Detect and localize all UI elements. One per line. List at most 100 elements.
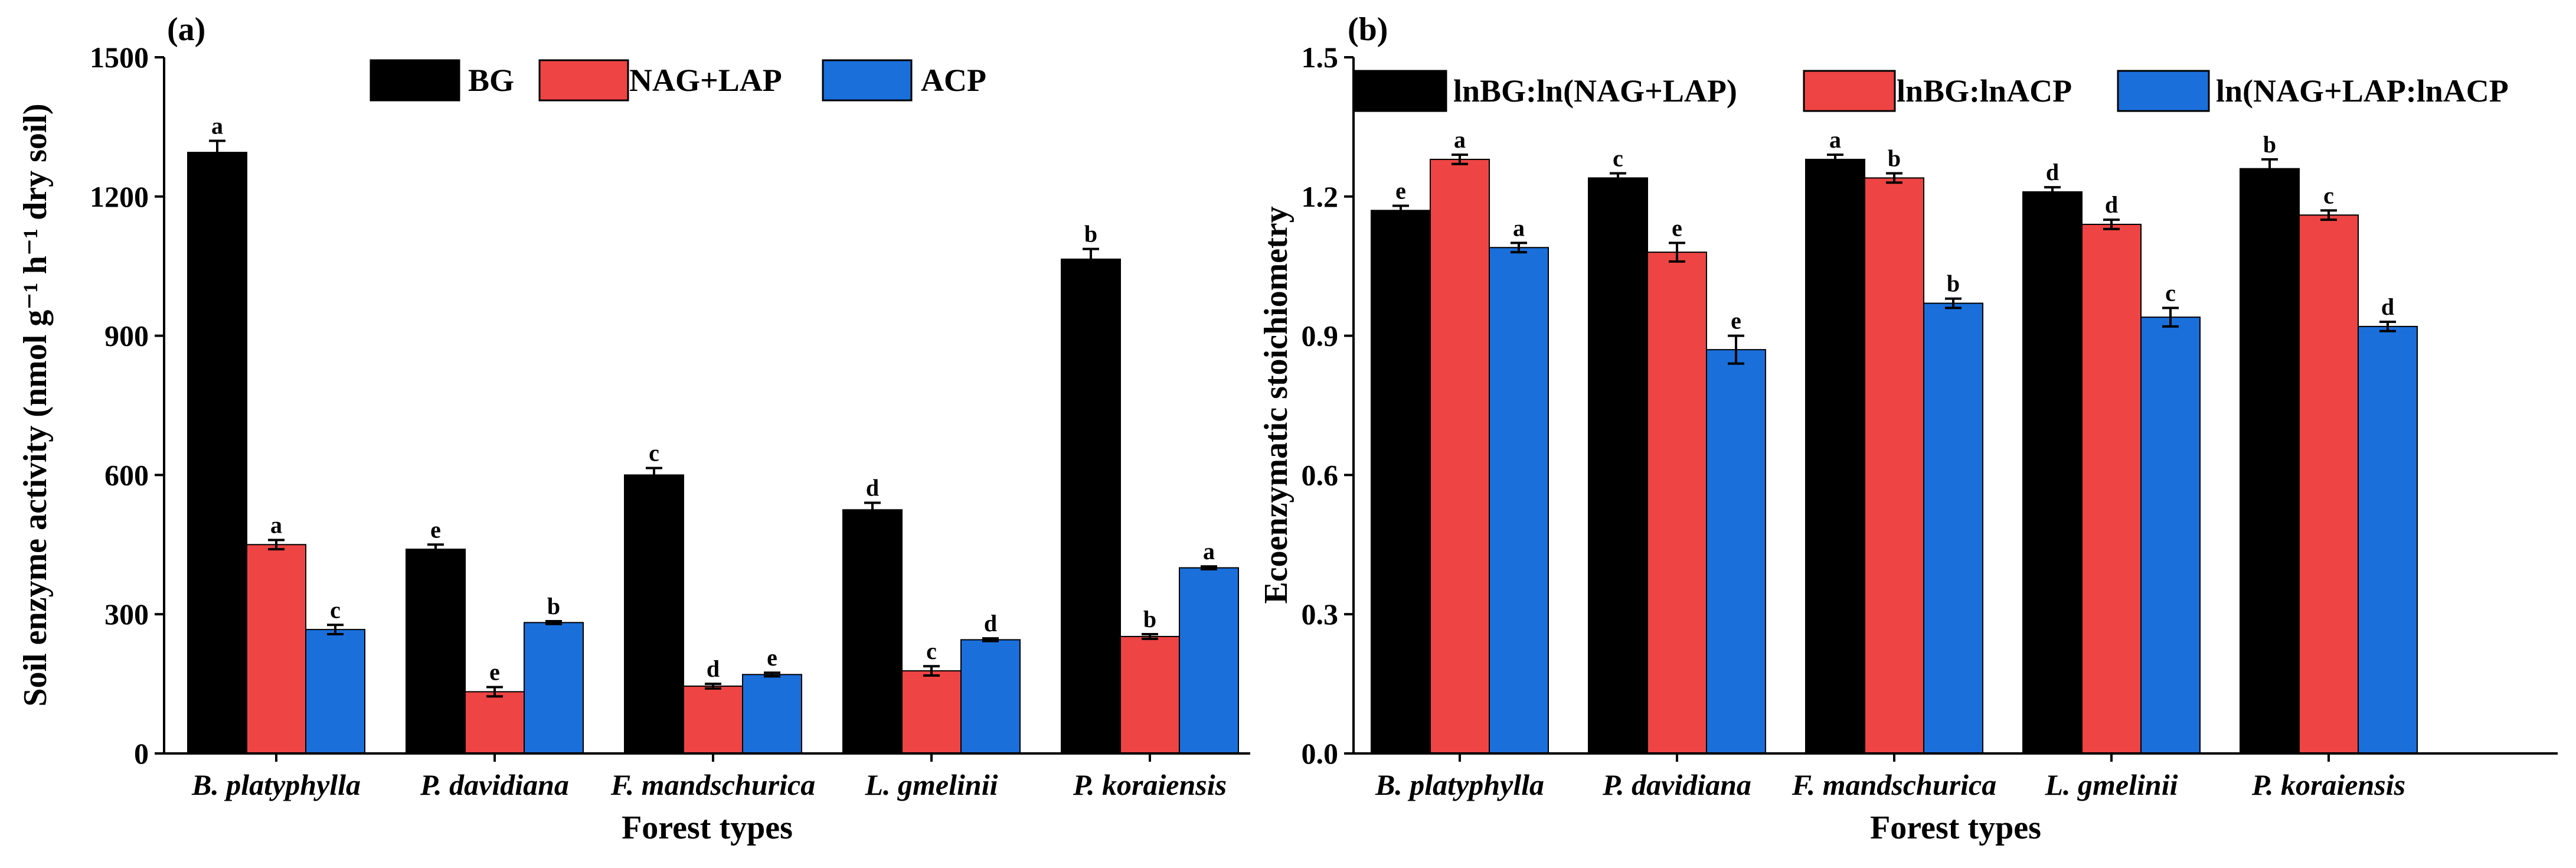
significance-letter: d <box>984 610 997 637</box>
y-tick-label: 0 <box>134 737 149 770</box>
x-tick-label: F. mandschurica <box>610 768 815 801</box>
bar-lnbg-ln-nag-lap-p-davidiana <box>1588 177 1648 754</box>
legend-label: ACP <box>921 63 986 98</box>
significance-letter: d <box>866 475 879 501</box>
bar-nag-lap-p-davidiana <box>465 691 525 755</box>
y-tick-label: 600 <box>104 458 149 491</box>
significance-letter: d <box>2046 159 2059 185</box>
significance-letter: c <box>1613 145 1623 172</box>
bar-nag-lap-p-koraiensis <box>1120 635 1180 754</box>
panel-label: (a) <box>167 11 205 48</box>
y-axis-label: Ecoenzymatic stoichiometry <box>1258 206 1294 603</box>
significance-letter: e <box>1731 308 1741 334</box>
significance-letter: c <box>926 638 937 664</box>
significance-letter: a <box>1454 126 1466 153</box>
legend-swatch-nag-lap <box>538 59 629 102</box>
x-tick-label: L. gmelinii <box>2045 768 2178 801</box>
panel-a: (a) a e c d b a e d c b c b e d a 0 300 600 900 1200 1500 B. p… <box>17 11 1250 846</box>
panel-label: (b) <box>1348 11 1388 48</box>
significance-letter: a <box>1829 126 1841 153</box>
legend-swatch-ln-nag-lap-lnacp <box>2117 70 2210 112</box>
significance-letter: a <box>1513 214 1525 241</box>
bar-acp-l-gmelinii <box>960 639 1021 755</box>
legend-swatch-lnbg-lnacp <box>1803 70 1896 112</box>
bar-ln-nag-lap-lnacp-f-mandschurica <box>1923 302 1983 754</box>
bar-lnbg-lnacp-b-platyphylla <box>1430 158 1490 755</box>
bar-bg-p-koraiensis <box>1061 258 1121 755</box>
significance-letter: e <box>1672 214 1682 241</box>
x-axis-label: Forest types <box>622 810 793 846</box>
x-tick-label: P. koraiensis <box>1073 768 1227 801</box>
bar-lnbg-ln-nag-lap-l-gmelinii <box>2022 191 2083 754</box>
y-tick-label: 0.0 <box>1302 737 1339 770</box>
significance-letter: a <box>211 112 223 139</box>
x-tick-label: L. gmelinii <box>865 768 998 801</box>
bar-bg-f-mandschurica <box>624 474 684 755</box>
bar-lnbg-ln-nag-lap-b-platyphylla <box>1371 210 1431 754</box>
significance-letter: c <box>2323 182 2334 208</box>
bar-bg-b-platyphylla <box>187 152 247 754</box>
bar-ln-nag-lap-lnacp-b-platyphylla <box>1489 247 1549 754</box>
bar-ln-nag-lap-lnacp-p-davidiana <box>1706 349 1766 754</box>
significance-letter: e <box>767 644 777 671</box>
significance-letter: e <box>489 659 500 686</box>
bar-acp-p-koraiensis <box>1179 567 1239 754</box>
x-tick-label: P. davidiana <box>420 768 569 801</box>
bar-acp-f-mandschurica <box>742 674 802 754</box>
significance-letter: b <box>1888 145 1901 172</box>
bar-lnbg-lnacp-p-davidiana <box>1647 252 1707 754</box>
significance-letter: e <box>1395 178 1406 204</box>
bar-lnbg-ln-nag-lap-p-koraiensis <box>2240 168 2300 754</box>
bar-nag-lap-f-mandschurica <box>683 686 743 755</box>
significance-letter: c <box>330 596 341 623</box>
bar-lnbg-lnacp-f-mandschurica <box>1864 177 1924 754</box>
x-tick-label: P. koraiensis <box>2251 768 2405 801</box>
significance-letter: b <box>1084 221 1097 247</box>
significance-letter: d <box>2105 191 2118 218</box>
legend-label: BG <box>468 63 514 98</box>
significance-letter: d <box>2381 293 2394 320</box>
bar-acp-b-platyphylla <box>305 629 365 754</box>
panel-b: (b) e c a d b a e b d c a e b c d 0.0 0.3 0.6 0.9 1.2 1.5 B. p… <box>1258 11 2558 846</box>
bar-lnbg-lnacp-p-koraiensis <box>2299 214 2359 754</box>
bar-acp-p-davidiana <box>524 622 584 755</box>
x-tick-label: P. davidiana <box>1602 768 1751 801</box>
significance-letter: b <box>547 593 560 619</box>
y-tick-label: 300 <box>104 598 149 631</box>
significance-letter: a <box>1203 538 1215 564</box>
bar-bg-l-gmelinii <box>842 509 903 754</box>
legend-label: lnBG:lnACP <box>1897 73 2072 109</box>
legend-swatch-acp <box>822 59 913 102</box>
significance-letter: e <box>430 516 441 543</box>
x-axis-label: Forest types <box>1870 810 2041 846</box>
y-tick-label: 0.9 <box>1302 319 1339 353</box>
bar-nag-lap-b-platyphylla <box>246 544 306 754</box>
bar-lnbg-lnacp-l-gmelinii <box>2081 223 2142 754</box>
significance-letter: d <box>707 655 720 682</box>
significance-letter: b <box>1947 270 1960 297</box>
bar-ln-nag-lap-lnacp-l-gmelinii <box>2140 316 2201 754</box>
significance-letter: c <box>649 440 659 466</box>
legend-label: lnBG:ln(NAG+LAP) <box>1453 73 1737 109</box>
x-tick-label: B. platyphylla <box>1375 768 1544 801</box>
significance-letter: c <box>2165 279 2176 306</box>
legend-label: ln(NAG+LAP:lnACP <box>2216 73 2509 109</box>
y-tick-label: 0.6 <box>1302 458 1339 491</box>
bar-ln-nag-lap-lnacp-p-koraiensis <box>2358 325 2418 754</box>
y-tick-label: 1.2 <box>1302 180 1339 213</box>
legend-label: NAG+LAP <box>629 63 782 98</box>
bar-nag-lap-l-gmelinii <box>901 670 962 755</box>
y-tick-label: 900 <box>104 319 149 353</box>
bar-lnbg-ln-nag-lap-f-mandschurica <box>1805 158 1865 755</box>
y-tick-label: 1200 <box>90 180 149 213</box>
x-tick-label: B. platyphylla <box>191 768 361 801</box>
y-axis-label: Soil enzyme activity (nmol g⁻¹ h⁻¹ dry s… <box>17 103 54 706</box>
significance-letter: a <box>270 511 282 538</box>
y-tick-label: 1.5 <box>1302 41 1339 74</box>
significance-letter: b <box>1143 606 1156 632</box>
y-tick-label: 0.3 <box>1302 598 1339 631</box>
bar-bg-p-davidiana <box>406 549 466 754</box>
significance-letter: b <box>2263 131 2276 158</box>
legend-swatch-lnbg-ln-nag-lap <box>1354 70 1447 112</box>
